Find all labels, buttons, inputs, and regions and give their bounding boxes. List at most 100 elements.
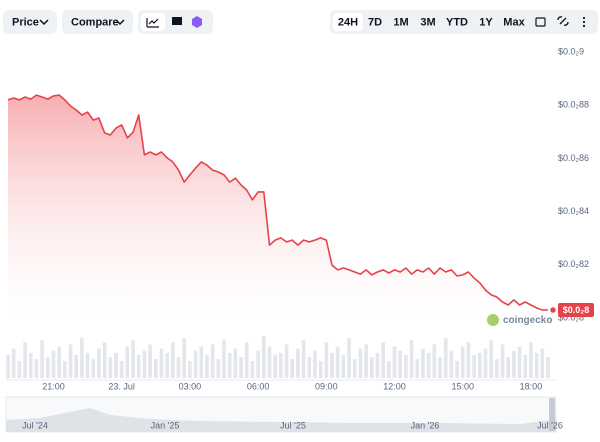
volume-bar	[114, 352, 118, 378]
volume-bar	[432, 344, 437, 378]
volume-bar	[506, 357, 511, 378]
range-selected	[333, 13, 363, 31]
volume-bar	[256, 350, 260, 378]
volume-bar	[409, 340, 414, 378]
volume-bar	[540, 348, 545, 378]
volume-bar	[216, 359, 221, 378]
current-dot	[548, 305, 558, 315]
volume-bar	[318, 361, 323, 378]
volume-bar	[17, 361, 22, 378]
volume-bar	[68, 344, 73, 378]
volume-bar	[352, 359, 357, 378]
volume-bar	[546, 357, 550, 378]
tv-icon[interactable]	[172, 17, 182, 25]
price-label: Price	[12, 16, 39, 28]
y-tick-label: $0.0₂88	[558, 100, 589, 110]
watermark: coingecko	[503, 315, 552, 326]
price-badge	[558, 303, 594, 318]
volume-bar	[51, 350, 56, 378]
volume-bar	[74, 354, 79, 378]
volume-bar	[369, 357, 374, 378]
calendar-icon[interactable]	[535, 17, 546, 27]
navigator-label: Jul '26	[537, 420, 563, 430]
volume-bar	[279, 352, 283, 378]
volume-bar	[182, 338, 187, 378]
y-tick-label: $0.0₂82	[558, 259, 589, 269]
volume-bar	[460, 346, 465, 378]
volume-bar	[301, 340, 306, 378]
volume-bar	[205, 354, 209, 378]
price-area	[8, 95, 548, 322]
navigator-handle[interactable]	[549, 398, 555, 431]
volume-bar	[358, 348, 363, 378]
volume-bar	[125, 346, 130, 378]
volume-bar	[23, 342, 27, 378]
volume-bar	[313, 350, 317, 378]
navigator-label: Jan '25	[151, 420, 180, 430]
x-tick-label: 09:00	[315, 381, 338, 391]
x-tick-label: 15:00	[451, 381, 474, 391]
volume-bar	[108, 357, 113, 378]
volume-bar	[63, 361, 67, 378]
diamond-icon[interactable]	[192, 16, 202, 28]
volume-bar	[523, 354, 528, 378]
volume-bar	[176, 357, 181, 378]
y-tick-label: $0.0₂86	[558, 153, 589, 163]
volume-bar	[381, 342, 385, 378]
volume-bar	[119, 361, 124, 378]
volume-bar	[40, 340, 44, 378]
link-icon[interactable]	[557, 16, 569, 26]
volume-bar	[375, 352, 380, 378]
range-button[interactable]: Max	[503, 16, 525, 28]
volume-bar	[199, 346, 204, 378]
volume-bar	[239, 357, 243, 378]
navigator-area	[6, 408, 556, 432]
volume-bar	[57, 346, 61, 378]
volume-bar	[171, 342, 175, 378]
volume-bar	[347, 338, 351, 378]
volume-bar	[438, 357, 442, 378]
volume-bar	[28, 352, 33, 378]
volume-bar	[136, 354, 141, 378]
range-button[interactable]: 3M	[420, 16, 435, 28]
volume-bar	[6, 354, 10, 378]
volume-bar	[210, 344, 215, 378]
chevron	[39, 19, 49, 26]
volume-bar	[11, 348, 16, 378]
volume-bar	[466, 342, 471, 378]
volume-bar	[97, 348, 101, 378]
compare-button[interactable]	[62, 10, 133, 34]
navigator-label: Jul '25	[280, 420, 306, 430]
range-button[interactable]: YTD	[446, 16, 468, 28]
volume-bar	[244, 342, 249, 378]
volume-bar	[477, 352, 482, 378]
volume-bar	[529, 342, 533, 378]
navigator-label: Jul '24	[22, 420, 48, 430]
more-icon[interactable]	[582, 16, 586, 28]
volume-bar	[80, 338, 84, 378]
volume-bar	[472, 354, 476, 378]
range-button[interactable]: 1M	[393, 16, 408, 28]
range-button[interactable]: 1Y	[479, 16, 493, 28]
volume-bar	[85, 352, 90, 378]
price-button[interactable]	[3, 10, 57, 34]
price-badge-label: $0.0₂8	[563, 305, 590, 315]
volume-bar	[296, 348, 300, 378]
volume-bar	[421, 348, 425, 378]
range-button[interactable]: 24H	[338, 16, 358, 28]
volume-bar	[455, 361, 459, 378]
volume-bar	[222, 340, 226, 378]
volume-bar	[330, 352, 334, 378]
y-tick-label: $0.0₂9	[558, 46, 584, 56]
volume-bar	[188, 361, 192, 378]
volume-bar	[45, 357, 50, 378]
volume-bar	[449, 350, 454, 378]
volume-bar	[512, 350, 516, 378]
volume-bar	[153, 359, 158, 378]
volume-bar	[250, 361, 255, 378]
volume-bar	[284, 344, 289, 378]
x-tick-label: 18:00	[520, 381, 543, 391]
x-tick-label: 06:00	[247, 381, 270, 391]
range-button[interactable]: 7D	[368, 16, 382, 28]
